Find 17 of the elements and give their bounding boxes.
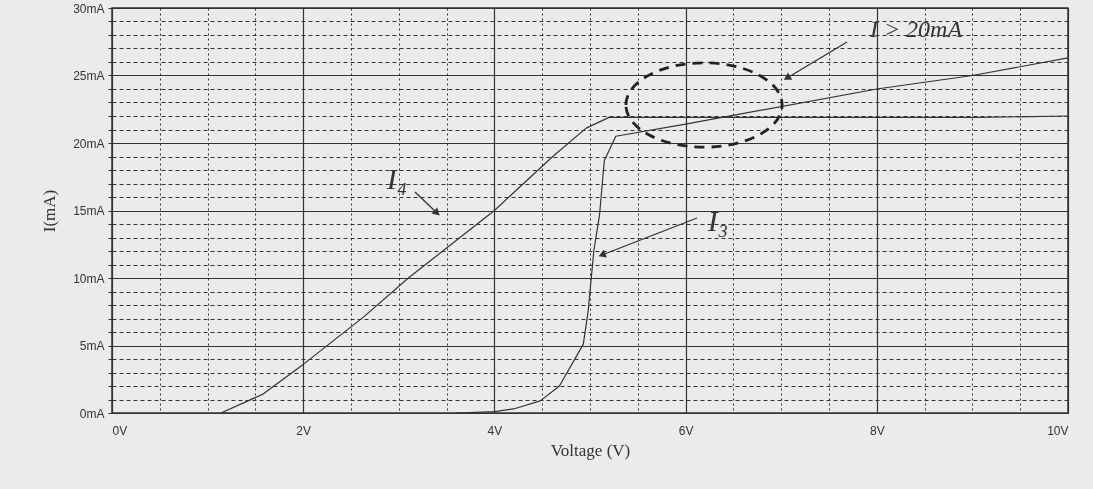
legend-label: I₃ (706, 204, 729, 237)
x-tick-label: 0V (112, 423, 128, 438)
y-tick-label: 25mA (73, 69, 105, 83)
x-tick-label: 4V (487, 423, 503, 438)
y-tick-label: 20mA (73, 136, 105, 151)
y-tick-label: 0mA (79, 406, 105, 421)
x-axis-title: Voltage (V) (550, 440, 631, 460)
x-tick-label: 8V (869, 423, 885, 438)
text: I₄ (385, 162, 408, 195)
y-tick-label: 10mA (73, 271, 105, 286)
x-tick-label: 10V (1047, 423, 1069, 438)
y-tick-label: 5mA (79, 339, 105, 353)
x-tick-label: 2V (296, 423, 312, 438)
x-tick-label: 6V (678, 423, 694, 438)
y-axis-title: I(mA) (40, 189, 60, 233)
y-tick-label: 15mA (73, 204, 105, 218)
y-tick-label: 30mA (73, 1, 105, 16)
